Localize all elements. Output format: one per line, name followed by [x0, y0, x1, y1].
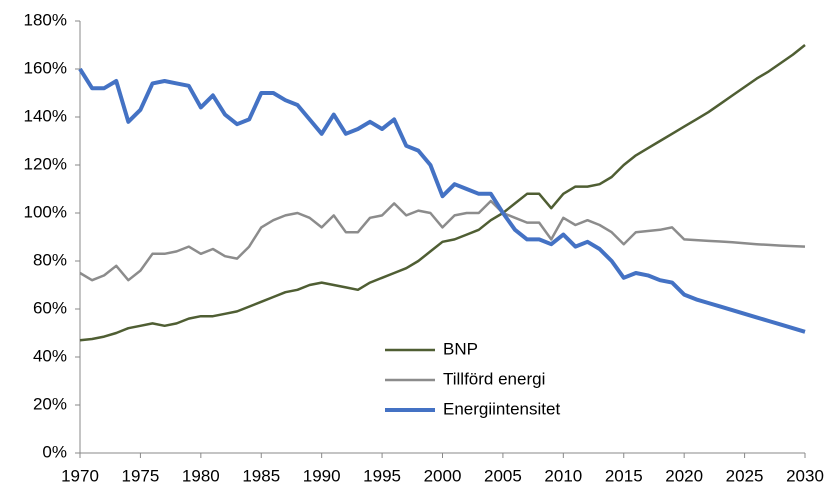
x-tick-label: 2015 — [605, 466, 643, 485]
x-tick-label: 1995 — [363, 466, 401, 485]
y-tick-label: 180% — [24, 10, 67, 29]
x-tick-label: 1985 — [242, 466, 280, 485]
x-tick-label: 1970 — [61, 466, 99, 485]
x-tick-label: 1975 — [122, 466, 160, 485]
x-tick-label: 2025 — [726, 466, 764, 485]
series-line — [78, 67, 806, 334]
x-tick-label: 1990 — [303, 466, 341, 485]
x-tick-label: 2030 — [786, 466, 824, 485]
x-tick-label: 1980 — [182, 466, 220, 485]
x-tick-label: 2005 — [484, 466, 522, 485]
series-line — [79, 44, 806, 342]
y-tick-label: 20% — [33, 394, 67, 413]
legend-label: Tillförd energi — [443, 369, 545, 388]
x-tick-label: 2020 — [665, 466, 703, 485]
legend-label: Energiintensitet — [443, 399, 560, 418]
y-tick-label: 140% — [24, 106, 67, 125]
y-tick-label: 40% — [33, 346, 67, 365]
series-line — [79, 199, 806, 282]
y-tick-label: 120% — [24, 154, 67, 173]
y-tick-label: 60% — [33, 298, 67, 317]
x-tick-label: 2010 — [544, 466, 582, 485]
y-tick-label: 0% — [42, 442, 67, 461]
y-tick-label: 160% — [24, 58, 67, 77]
y-tick-label: 100% — [24, 202, 67, 221]
legend-label: BNP — [443, 339, 478, 358]
y-tick-label: 80% — [33, 250, 67, 269]
x-tick-label: 2000 — [424, 466, 462, 485]
